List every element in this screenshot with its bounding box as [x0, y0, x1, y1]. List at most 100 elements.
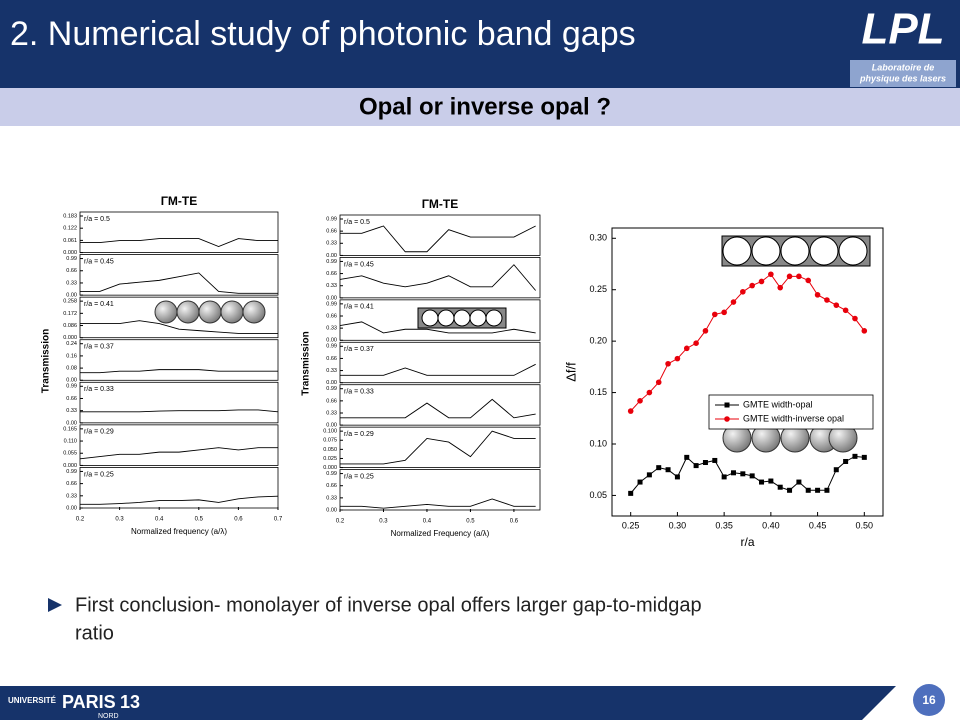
logo-sub: physique des lasers	[859, 73, 946, 83]
point	[852, 453, 858, 459]
y-tick-label: 0.33	[326, 410, 337, 416]
logo: LPL	[861, 5, 944, 54]
legend-marker	[724, 402, 730, 408]
y-tick-label: 0.00	[326, 507, 337, 513]
point	[646, 389, 653, 396]
point	[674, 474, 680, 480]
x-axis-label: Normalized Frequency (a/λ)	[391, 529, 490, 538]
y-tick-label: 0.99	[326, 259, 337, 265]
y-tick-label: 0.66	[326, 313, 337, 319]
point	[730, 470, 736, 476]
y-tick-label: 0.99	[66, 256, 77, 262]
footer-band	[0, 686, 896, 720]
y-tick-label: 0.66	[66, 268, 77, 274]
y-tick-label: 0.66	[326, 271, 337, 277]
point	[730, 299, 737, 305]
logo-sub: Laboratoire de	[872, 62, 935, 72]
y-tick-label: 0.33	[326, 368, 337, 374]
x-tick-label: 0.2	[336, 519, 345, 525]
legend-label: GMTE width-inverse opal	[743, 413, 844, 423]
point	[683, 345, 690, 352]
point	[842, 307, 849, 314]
y-tick-label: 0.99	[326, 386, 337, 392]
point	[637, 479, 643, 485]
subplot-frame	[79, 254, 279, 296]
subplot-label: r/a = 0.37	[344, 346, 374, 353]
y-tick-label: 0.00	[66, 293, 77, 299]
spectrum-line	[340, 430, 536, 465]
y-tick-label: 0.24	[66, 341, 77, 347]
point	[758, 278, 765, 285]
y-tick-label: 0.66	[66, 481, 77, 487]
point	[824, 487, 830, 493]
point	[768, 478, 774, 484]
x-tick-label: 0.5	[466, 519, 475, 525]
y-tick-label: 0.15	[589, 387, 607, 397]
slide-title: 2. Numerical study of photonic band gaps	[10, 15, 636, 53]
point	[852, 315, 858, 322]
point	[796, 479, 802, 485]
bullet-text: First conclusion- monolayer of inverse o…	[75, 594, 702, 616]
y-tick-label: 0.66	[66, 396, 77, 402]
y-tick-label: 0.110	[64, 439, 77, 445]
subplot-frame	[339, 384, 541, 426]
point	[749, 473, 755, 479]
footer-name: PARIS	[62, 692, 116, 712]
y-tick-label: 0.00	[66, 505, 77, 511]
point	[711, 311, 718, 318]
subplot-label: r/a = 0.41	[344, 304, 374, 311]
x-axis-label: r/a	[740, 535, 754, 549]
y-tick-label: 0.100	[323, 429, 337, 435]
opal-spheres	[722, 423, 858, 453]
y-tick-label: 0.258	[63, 299, 77, 305]
spectrum-line	[339, 321, 536, 334]
subplot-frame	[339, 469, 541, 511]
point	[805, 277, 812, 284]
subplot-frame	[79, 381, 279, 424]
y-tick-label: 0.172	[63, 311, 77, 317]
spectrum-line	[340, 363, 536, 376]
subplot-frame	[79, 296, 279, 339]
subplot-label: r/a = 0.33	[84, 386, 114, 393]
subplot-frame	[339, 257, 541, 299]
point	[740, 471, 746, 477]
subplot-label: r/a = 0.29	[344, 431, 374, 438]
y-tick-label: 0.30	[589, 233, 607, 243]
subtitle: Opal or inverse opal ?	[359, 93, 611, 120]
point	[665, 467, 671, 473]
subplot-label: r/a = 0.33	[344, 389, 374, 396]
y-tick-label: 0.99	[66, 384, 77, 390]
point	[627, 408, 634, 414]
subplot-label: r/a = 0.45	[84, 258, 114, 265]
spectrum-line	[80, 272, 278, 294]
inverse-opal-sketch	[721, 235, 871, 267]
x-tick-label: 0.7	[274, 517, 283, 523]
spectrum-line	[80, 238, 278, 248]
subplot-label: r/a = 0.5	[84, 216, 110, 223]
y-tick-label: 0.99	[326, 344, 337, 350]
point	[665, 360, 671, 367]
x-tick-label: 0.3	[115, 517, 124, 523]
legend-marker	[724, 416, 730, 422]
y-tick-label: 0.025	[323, 456, 337, 462]
x-tick-label: 0.45	[809, 520, 827, 530]
point	[702, 328, 709, 334]
point	[815, 487, 821, 493]
y-axis-label: Transmission	[301, 331, 312, 395]
subtitle-band	[0, 88, 960, 126]
point	[637, 398, 643, 404]
bullet-text: ratio	[75, 622, 114, 644]
spectrum-line	[80, 320, 278, 334]
point	[796, 273, 802, 280]
y-tick-label: 0.66	[326, 398, 337, 404]
y-tick-label: 0.000	[63, 335, 77, 341]
y-tick-label: 0.33	[66, 493, 77, 499]
y-axis-label: Δf/f	[563, 362, 578, 382]
y-tick-label: 0.00	[326, 380, 337, 386]
subplot-frame	[79, 339, 279, 381]
spectrum-line	[340, 498, 536, 509]
y-tick-label: 0.061	[63, 238, 77, 244]
subplot-label: r/a = 0.5	[344, 219, 370, 226]
y-tick-label: 0.183	[63, 213, 77, 219]
